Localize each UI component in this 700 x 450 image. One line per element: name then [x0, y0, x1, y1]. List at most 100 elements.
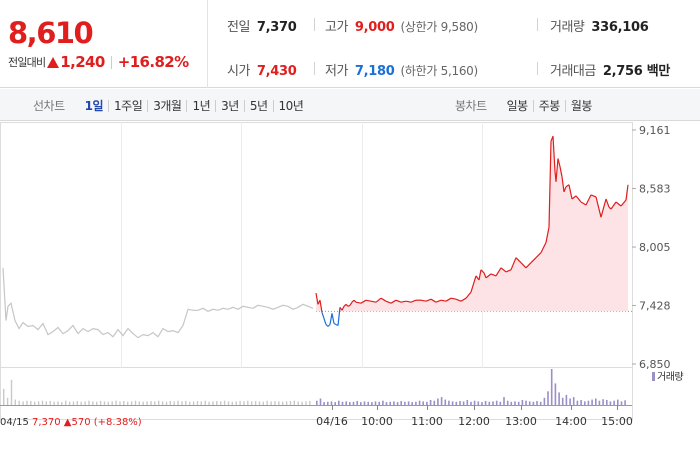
volume-bar [243, 401, 245, 405]
prev-close-value: 7,370 [256, 20, 297, 35]
today-line-segment [520, 262, 527, 269]
volume-bar [30, 401, 32, 405]
volume-bar [352, 401, 355, 405]
volume-bar [208, 401, 210, 405]
today-line-segment [440, 299, 447, 302]
today-line-segment [571, 195, 577, 200]
volume-bar [488, 401, 491, 405]
tab-3years[interactable]: 3년 [215, 99, 244, 112]
line-chart-tabs: 선차트 1일 1주일 3개월 1년 3년 5년 10년 [33, 97, 308, 114]
today-line-segment [445, 297, 452, 302]
today-line-segment [483, 272, 487, 279]
volume-bar [270, 401, 272, 405]
today-line-segment [505, 269, 512, 273]
volume-bar [285, 401, 288, 405]
volume-bar [150, 401, 152, 405]
today-line-segment [425, 298, 432, 302]
tab-3months[interactable]: 3개월 [147, 99, 186, 112]
volume-bar [558, 392, 560, 405]
volume-bar [624, 400, 626, 405]
volume-bar [521, 400, 524, 405]
volume-bar [404, 401, 406, 405]
volume-bar [18, 400, 20, 405]
today-line-segment [319, 300, 323, 313]
volume-bar [602, 399, 604, 405]
today-line-segment [625, 184, 629, 201]
tab-1day[interactable]: 1일 [84, 98, 104, 113]
volume-bar [142, 401, 144, 405]
volume-bar [49, 401, 51, 405]
today-line-segment [575, 195, 582, 203]
tab-monthly-candle[interactable]: 월봉 [564, 99, 597, 112]
today-line-segment [405, 300, 412, 303]
tab-1week[interactable]: 1주일 [108, 99, 147, 112]
volume-bar [374, 401, 377, 405]
volume-bar [297, 401, 299, 405]
x-tick-label: 10:00 [361, 415, 393, 428]
volume-bar [196, 401, 199, 405]
today-line-segment [555, 158, 559, 182]
today-line-segment [510, 257, 517, 271]
volume-bar [620, 401, 623, 405]
volume-legend-swatch [652, 372, 655, 381]
volume-bar [37, 401, 40, 405]
today-line-segment [347, 304, 351, 307]
volume-bar [119, 401, 121, 405]
volume-bar [565, 394, 568, 405]
volume-bar [506, 400, 509, 405]
today-line-segment [605, 198, 610, 208]
tab-10years[interactable]: 10년 [272, 99, 309, 112]
volume-bar [543, 397, 546, 405]
price-chart: 9,161 8,583 8,005 7,428 6,850 거래량 04/16 10:00 11… [0, 122, 700, 450]
volume-bar [437, 398, 439, 405]
volume-bar [111, 401, 113, 405]
y-tick-label: 8,583 [639, 183, 671, 196]
volume-bar [154, 401, 156, 405]
volume-bar [517, 401, 520, 405]
volume-legend-label: 거래량 [657, 371, 683, 383]
volume-bar [289, 401, 292, 405]
today-line-segment [480, 269, 485, 274]
tab-daily-candle[interactable]: 일봉 [506, 98, 529, 113]
high-label: 고가 [325, 20, 348, 35]
today-line-segment [615, 201, 622, 207]
volume-bar [510, 401, 513, 405]
volume-bar [477, 401, 480, 405]
today-line-segment [349, 301, 353, 306]
amount-stat: 거래대금 2,756 백만 [550, 60, 670, 79]
y-tick-label: 8,005 [639, 241, 671, 254]
today-line-segment [400, 300, 407, 303]
today-line-segment [500, 267, 507, 273]
today-line-segment [395, 299, 402, 303]
volume-bar [216, 401, 218, 405]
volume-bar [266, 400, 268, 405]
volume-bar [22, 401, 24, 405]
tab-5years[interactable]: 5년 [243, 99, 273, 112]
price-stats: 전일 7,370 고가 9,000 (상한가 9,580) 거래량 336,106 시가… [209, 0, 700, 88]
x-tick-label: 12:00 [458, 415, 490, 428]
up-arrow-icon [47, 56, 60, 68]
y-tick-label: 7,428 [639, 299, 671, 312]
volume-bar [34, 401, 36, 405]
volume-bar [371, 402, 373, 405]
today-line-segment [561, 176, 565, 192]
volume-bar [80, 401, 82, 405]
volume-bar [598, 400, 601, 405]
low-stat: 저가 7,180 (하한가 5,160) [325, 60, 478, 79]
volume-bar [200, 401, 202, 405]
current-price: 8,610 [8, 16, 94, 50]
volume-bar [591, 399, 593, 405]
volume-bar [130, 401, 133, 405]
today-line-segment [343, 303, 347, 307]
volume-bar [115, 400, 117, 405]
volume-bar [514, 401, 516, 405]
tab-weekly-candle[interactable]: 주봉 [532, 99, 565, 112]
volume-bar [422, 401, 424, 405]
volume-bar [495, 400, 498, 405]
volume-bar [609, 401, 612, 405]
volume-bar [235, 401, 237, 405]
volume-bar [576, 400, 579, 405]
today-line-segment [380, 297, 387, 302]
change-row: 전일대비 1,240 +16.82% [8, 53, 189, 71]
tab-1year[interactable]: 1년 [186, 99, 215, 112]
